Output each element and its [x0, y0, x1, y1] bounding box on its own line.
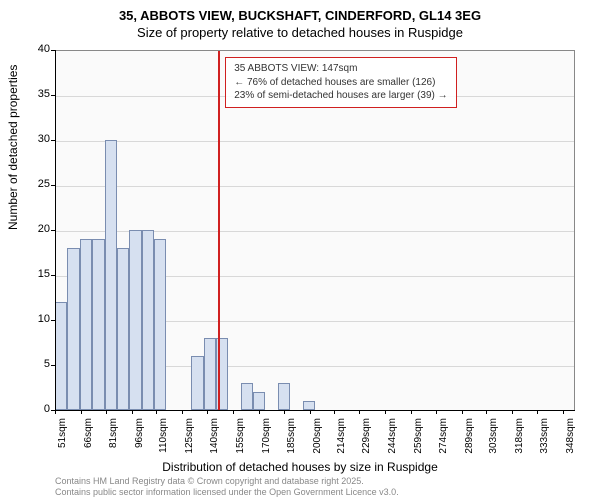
x-tick-label: 51sqm: [57, 418, 68, 458]
histogram-bar: [142, 230, 154, 410]
x-tick-label: 333sqm: [539, 418, 550, 458]
chart-footer: Contains HM Land Registry data © Crown c…: [55, 476, 399, 498]
y-tick-label: 0: [10, 403, 50, 415]
property-marker-line: [218, 51, 220, 411]
x-tick-mark: [411, 410, 412, 414]
y-tick-mark: [51, 185, 55, 186]
y-tick-label: 35: [10, 88, 50, 100]
x-tick-label: 110sqm: [158, 418, 169, 458]
x-tick-label: 303sqm: [488, 418, 499, 458]
histogram-bar: [241, 383, 253, 410]
gridline: [55, 186, 574, 187]
x-tick-label: 214sqm: [336, 418, 347, 458]
histogram-bar: [204, 338, 216, 410]
y-tick-mark: [51, 275, 55, 276]
y-axis-line: [55, 50, 56, 410]
histogram-bar: [154, 239, 166, 410]
x-tick-mark: [106, 410, 107, 414]
x-tick-label: 318sqm: [514, 418, 525, 458]
x-axis-line: [55, 410, 575, 411]
footer-line1: Contains HM Land Registry data © Crown c…: [55, 476, 399, 487]
chart-title-block: 35, ABBOTS VIEW, BUCKSHAFT, CINDERFORD, …: [0, 8, 600, 40]
gridline: [55, 141, 574, 142]
histogram-bar: [253, 392, 265, 410]
y-tick-mark: [51, 365, 55, 366]
x-tick-label: 274sqm: [438, 418, 449, 458]
annotation-line: ← 76% of detached houses are smaller (12…: [234, 76, 447, 90]
x-tick-mark: [233, 410, 234, 414]
y-tick-label: 15: [10, 268, 50, 280]
x-tick-label: 96sqm: [134, 418, 145, 458]
y-tick-mark: [51, 50, 55, 51]
chart-subtitle: Size of property relative to detached ho…: [0, 25, 600, 40]
property-size-histogram: 35, ABBOTS VIEW, BUCKSHAFT, CINDERFORD, …: [0, 0, 600, 500]
x-tick-label: 66sqm: [83, 418, 94, 458]
y-tick-label: 10: [10, 313, 50, 325]
x-tick-mark: [512, 410, 513, 414]
x-axis-title: Distribution of detached houses by size …: [0, 460, 600, 474]
x-tick-mark: [563, 410, 564, 414]
x-tick-label: 81sqm: [108, 418, 119, 458]
y-tick-label: 20: [10, 223, 50, 235]
x-tick-mark: [182, 410, 183, 414]
x-tick-mark: [207, 410, 208, 414]
x-tick-mark: [537, 410, 538, 414]
y-tick-label: 5: [10, 358, 50, 370]
y-tick-label: 30: [10, 133, 50, 145]
plot-area: 35 ABBOTS VIEW: 147sqm← 76% of detached …: [55, 50, 575, 410]
x-tick-label: 185sqm: [286, 418, 297, 458]
y-tick-label: 25: [10, 178, 50, 190]
y-tick-mark: [51, 230, 55, 231]
y-tick-mark: [51, 320, 55, 321]
x-tick-label: 348sqm: [565, 418, 576, 458]
x-tick-mark: [132, 410, 133, 414]
x-tick-mark: [385, 410, 386, 414]
chart-title-address: 35, ABBOTS VIEW, BUCKSHAFT, CINDERFORD, …: [0, 8, 600, 23]
histogram-bar: [303, 401, 315, 410]
x-tick-label: 200sqm: [312, 418, 323, 458]
x-tick-label: 289sqm: [464, 418, 475, 458]
x-tick-mark: [156, 410, 157, 414]
annotation-line: 35 ABBOTS VIEW: 147sqm: [234, 62, 447, 76]
y-tick-label: 40: [10, 43, 50, 55]
histogram-bar: [55, 302, 67, 410]
histogram-bar: [129, 230, 141, 410]
histogram-bar: [92, 239, 104, 410]
y-tick-mark: [51, 140, 55, 141]
x-tick-mark: [436, 410, 437, 414]
x-tick-mark: [334, 410, 335, 414]
x-tick-mark: [55, 410, 56, 414]
histogram-bar: [80, 239, 92, 410]
x-tick-mark: [486, 410, 487, 414]
x-tick-label: 155sqm: [235, 418, 246, 458]
histogram-bar: [278, 383, 290, 410]
footer-line2: Contains public sector information licen…: [55, 487, 399, 498]
x-tick-label: 229sqm: [361, 418, 372, 458]
histogram-bar: [105, 140, 117, 410]
x-tick-mark: [259, 410, 260, 414]
histogram-bar: [117, 248, 129, 410]
x-tick-label: 170sqm: [261, 418, 272, 458]
histogram-bar: [191, 356, 203, 410]
x-tick-mark: [284, 410, 285, 414]
x-tick-mark: [359, 410, 360, 414]
x-tick-label: 259sqm: [413, 418, 424, 458]
y-tick-mark: [51, 95, 55, 96]
x-tick-label: 140sqm: [209, 418, 220, 458]
annotation-box: 35 ABBOTS VIEW: 147sqm← 76% of detached …: [225, 57, 456, 108]
histogram-bar: [67, 248, 79, 410]
annotation-line: 23% of semi-detached houses are larger (…: [234, 89, 447, 103]
x-tick-mark: [310, 410, 311, 414]
x-tick-mark: [462, 410, 463, 414]
x-tick-label: 244sqm: [387, 418, 398, 458]
x-tick-label: 125sqm: [184, 418, 195, 458]
x-tick-mark: [81, 410, 82, 414]
